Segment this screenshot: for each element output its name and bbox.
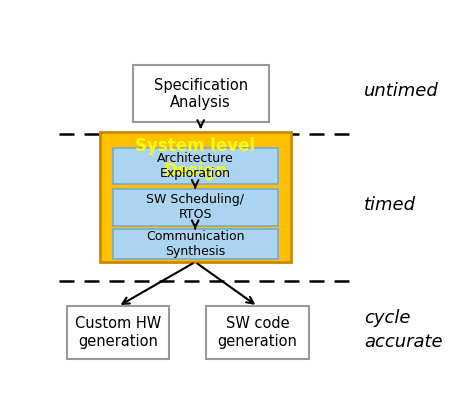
FancyBboxPatch shape — [112, 189, 278, 225]
FancyBboxPatch shape — [112, 148, 278, 184]
FancyBboxPatch shape — [206, 307, 309, 359]
FancyBboxPatch shape — [112, 229, 278, 260]
Text: System level
Design: System level Design — [135, 137, 255, 180]
Text: cycle
accurate: cycle accurate — [364, 309, 443, 351]
Text: Architecture
Exploration: Architecture Exploration — [157, 152, 234, 180]
Text: Communication
Synthesis: Communication Synthesis — [146, 230, 245, 258]
FancyBboxPatch shape — [133, 66, 269, 122]
Text: SW code
generation: SW code generation — [218, 316, 298, 349]
Text: Custom HW
generation: Custom HW generation — [75, 316, 161, 349]
FancyBboxPatch shape — [66, 307, 170, 359]
Text: untimed: untimed — [364, 82, 439, 100]
Text: Specification
Analysis: Specification Analysis — [154, 77, 248, 110]
Text: timed: timed — [364, 196, 416, 214]
Text: SW Scheduling/
RTOS: SW Scheduling/ RTOS — [146, 193, 244, 221]
FancyBboxPatch shape — [100, 132, 291, 262]
